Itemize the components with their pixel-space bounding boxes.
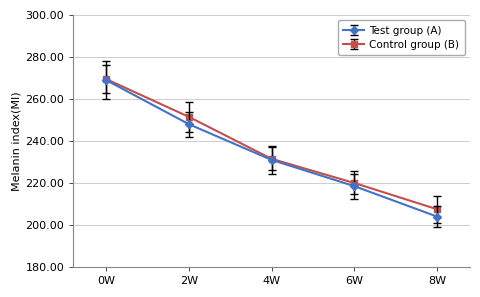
Y-axis label: Melanin index(MI): Melanin index(MI) xyxy=(11,91,21,191)
Legend: Test group (A), Control group (B): Test group (A), Control group (B) xyxy=(337,20,464,55)
